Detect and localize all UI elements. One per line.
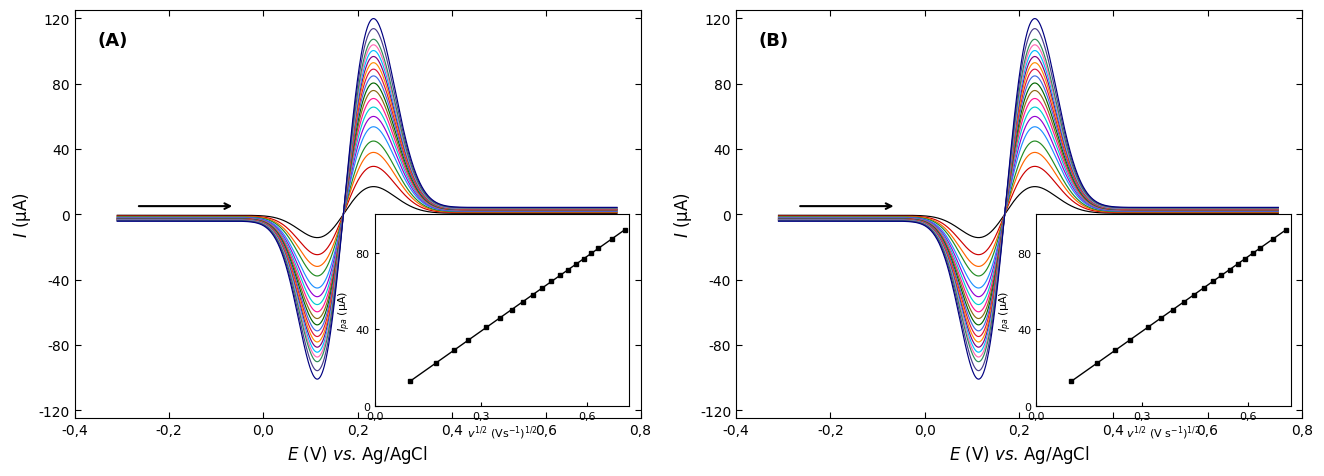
Y-axis label: $I$ (μA): $I$ (μA): [11, 192, 33, 238]
Y-axis label: $I$ (μA): $I$ (μA): [673, 192, 694, 238]
Text: (B): (B): [759, 31, 789, 50]
X-axis label: $E$ (V) $vs$. Ag/AgCl: $E$ (V) $vs$. Ag/AgCl: [287, 443, 428, 465]
Text: (A): (A): [98, 31, 128, 50]
X-axis label: $E$ (V) $vs$. Ag/AgCl: $E$ (V) $vs$. Ag/AgCl: [949, 443, 1090, 465]
